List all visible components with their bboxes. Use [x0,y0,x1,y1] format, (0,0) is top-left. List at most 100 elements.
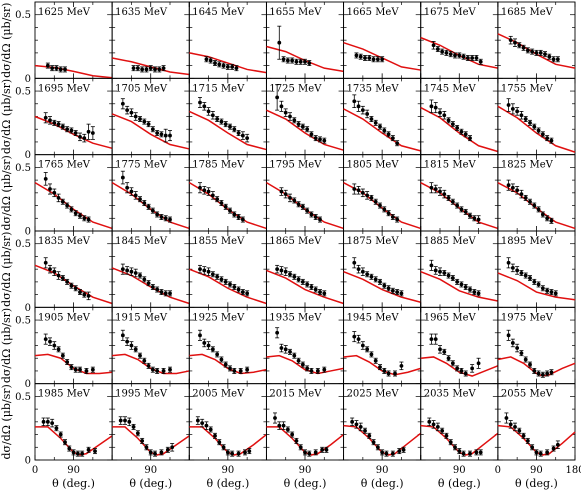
panel-label: 1785 MeV [192,160,245,171]
data-point [138,117,142,121]
data-point [450,361,455,366]
data-point [202,268,207,273]
data-point [476,361,481,366]
panel: 1695 MeV 0 0.5dσ/dΩ (μb/sr) [0,77,113,161]
panel: 1645 MeV [188,1,267,79]
data-point [472,290,477,294]
data-point [279,104,284,109]
data-point [468,451,472,456]
data-point [120,333,125,338]
data-point [146,363,151,368]
panel: 1625 MeV 0 0.5dσ/dΩ (μb/sr) [0,1,113,85]
data-point [547,54,552,59]
data-point [232,127,237,132]
data-point [232,369,237,373]
data-point [168,133,172,138]
data-point [532,203,537,208]
data-point [307,451,312,456]
x-tick-label: 0 [495,465,501,476]
data-point [232,285,237,289]
data-point [508,38,513,43]
data-point [50,421,55,426]
data-point [202,104,207,109]
data-point [273,416,277,420]
data-point [204,57,209,62]
data-point [129,110,134,115]
data-point [210,113,215,118]
data-point [140,439,145,443]
data-point [504,416,509,420]
panel: 1685 MeV [497,1,576,79]
data-point [243,450,247,455]
panel: 2015 MeV 90θ (deg.) [265,383,345,490]
data-point [468,136,472,141]
data-point [549,138,554,143]
data-point [118,418,123,423]
data-point [356,104,361,109]
x-axis-title: θ (deg.) [52,477,95,490]
data-point [292,274,297,279]
data-point [476,291,481,296]
data-point [90,367,95,372]
data-point [365,112,370,116]
data-point [450,122,455,127]
data-point [431,422,436,427]
data-point [292,118,297,123]
panel: 1815 MeV [420,154,499,232]
x-tick-label: 90 [221,465,234,476]
data-point [60,124,65,129]
data-point [129,343,134,348]
data-point [322,138,327,143]
data-point [69,207,74,212]
data-point [129,189,134,194]
model-curve [189,52,267,74]
data-point [125,268,130,273]
data-point [521,433,526,438]
model-curve [34,353,113,375]
data-point [365,347,370,352]
data-point [515,346,520,350]
data-point [358,425,363,429]
x-tick-label: 90 [453,465,466,476]
x-axis-title: θ (deg.) [206,477,249,490]
y-tick-label: 0 [25,227,31,238]
y-tick-label: 0 [25,456,31,467]
data-point [549,290,554,294]
data-point [365,193,370,198]
data-point [390,215,395,219]
data-point [148,66,153,71]
model-curve [266,182,344,230]
data-point [217,440,222,445]
model-curve [420,271,499,302]
data-point [202,341,207,345]
data-point [86,129,91,134]
data-point [146,204,151,209]
data-point [208,427,213,432]
data-point [384,451,389,456]
data-point [219,119,224,124]
data-point [360,343,365,348]
data-point [223,204,228,209]
panel-label: 1755 MeV [501,83,554,94]
data-point [165,447,170,452]
panel-label: 1965 MeV [424,312,477,323]
data-point [322,291,327,296]
data-point [125,108,130,113]
data-point [215,352,220,357]
y-tick-label: 0.5 [15,87,31,98]
data-point [305,282,310,287]
x-axis-title: θ (deg.) [284,477,327,490]
data-point [309,369,314,373]
data-point [369,352,374,357]
data-point [459,369,464,373]
data-point [210,347,215,352]
data-point [356,337,361,342]
data-point [427,419,432,424]
panel-label: 1985 MeV [38,389,91,400]
data-point [65,279,70,284]
data-point [146,281,151,286]
data-point [78,290,82,294]
data-point [367,433,372,438]
data-point [455,279,460,284]
data-point [60,276,65,280]
